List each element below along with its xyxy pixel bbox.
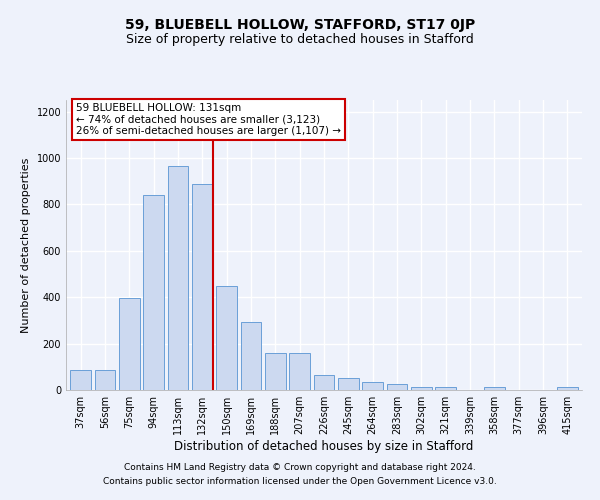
Bar xyxy=(289,353,310,390)
Bar xyxy=(143,195,164,390)
Bar xyxy=(557,386,578,390)
Text: 59 BLUEBELL HOLLOW: 131sqm
← 74% of detached houses are smaller (3,123)
26% of s: 59 BLUEBELL HOLLOW: 131sqm ← 74% of deta… xyxy=(76,103,341,136)
Text: Contains HM Land Registry data © Crown copyright and database right 2024.: Contains HM Land Registry data © Crown c… xyxy=(124,464,476,472)
Y-axis label: Number of detached properties: Number of detached properties xyxy=(21,158,31,332)
Bar xyxy=(362,382,383,390)
Bar xyxy=(314,375,334,390)
Bar xyxy=(216,286,237,390)
Bar xyxy=(386,384,407,390)
Bar xyxy=(70,370,91,390)
Text: 59, BLUEBELL HOLLOW, STAFFORD, ST17 0JP: 59, BLUEBELL HOLLOW, STAFFORD, ST17 0JP xyxy=(125,18,475,32)
Bar xyxy=(167,166,188,390)
Bar xyxy=(119,298,140,390)
Text: Size of property relative to detached houses in Stafford: Size of property relative to detached ho… xyxy=(126,32,474,46)
Bar xyxy=(192,184,212,390)
Bar xyxy=(241,322,262,390)
Bar xyxy=(411,386,432,390)
Bar xyxy=(265,353,286,390)
Bar xyxy=(436,386,456,390)
X-axis label: Distribution of detached houses by size in Stafford: Distribution of detached houses by size … xyxy=(175,440,473,453)
Bar xyxy=(484,386,505,390)
Text: Contains public sector information licensed under the Open Government Licence v3: Contains public sector information licen… xyxy=(103,477,497,486)
Bar xyxy=(95,370,115,390)
Bar xyxy=(338,378,359,390)
